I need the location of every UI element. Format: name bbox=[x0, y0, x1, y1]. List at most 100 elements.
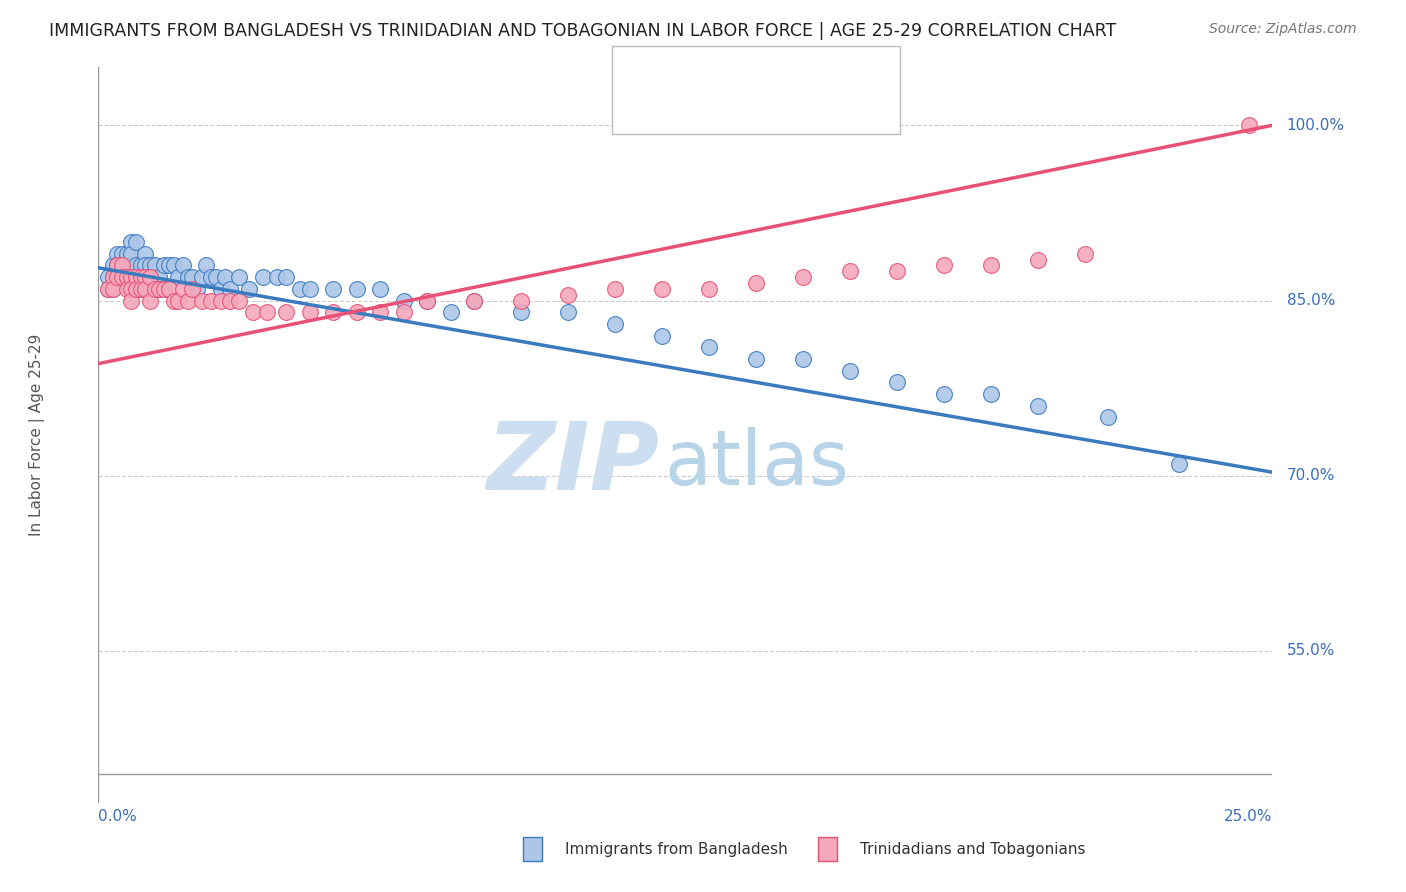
Point bbox=[101, 270, 124, 285]
Point bbox=[167, 293, 190, 308]
Point bbox=[111, 259, 134, 273]
Text: Source: ZipAtlas.com: Source: ZipAtlas.com bbox=[1209, 22, 1357, 37]
Point bbox=[186, 282, 208, 296]
Point bbox=[838, 363, 860, 377]
Text: In Labor Force | Age 25-29: In Labor Force | Age 25-29 bbox=[30, 334, 45, 536]
Point bbox=[980, 387, 1002, 401]
Point bbox=[134, 259, 156, 273]
Point bbox=[105, 259, 128, 273]
Point bbox=[228, 270, 250, 285]
Point bbox=[172, 282, 194, 296]
Point bbox=[886, 376, 908, 390]
Point bbox=[148, 282, 170, 296]
Point bbox=[101, 259, 124, 273]
Text: N =: N = bbox=[782, 99, 830, 117]
Point bbox=[139, 270, 162, 285]
Point bbox=[510, 293, 533, 308]
Point bbox=[111, 247, 134, 261]
Point bbox=[105, 270, 128, 285]
Text: 58: 58 bbox=[830, 99, 852, 117]
Point bbox=[101, 282, 124, 296]
Point bbox=[115, 259, 138, 273]
Point bbox=[214, 270, 236, 285]
Point bbox=[157, 259, 180, 273]
Point bbox=[176, 270, 198, 285]
Point bbox=[148, 270, 170, 285]
Point bbox=[298, 305, 321, 319]
Point bbox=[120, 247, 142, 261]
Point bbox=[134, 282, 156, 296]
Point bbox=[125, 235, 148, 249]
Point bbox=[97, 282, 120, 296]
Point bbox=[838, 264, 860, 278]
Point bbox=[120, 235, 142, 249]
Point bbox=[322, 282, 344, 296]
Point bbox=[886, 264, 908, 278]
Point bbox=[392, 293, 415, 308]
Point bbox=[256, 305, 278, 319]
Point bbox=[416, 293, 439, 308]
Point bbox=[181, 270, 204, 285]
Point bbox=[651, 282, 673, 296]
Point bbox=[1237, 118, 1260, 132]
Point bbox=[111, 270, 134, 285]
Point bbox=[105, 247, 128, 261]
Point bbox=[125, 270, 148, 285]
Point bbox=[111, 270, 134, 285]
Point bbox=[603, 317, 626, 331]
Point bbox=[219, 282, 242, 296]
Point bbox=[101, 270, 124, 285]
Point bbox=[148, 282, 170, 296]
Point bbox=[190, 270, 212, 285]
Point bbox=[1097, 410, 1119, 425]
Point bbox=[134, 270, 156, 285]
Point bbox=[368, 282, 391, 296]
Point bbox=[115, 270, 138, 285]
Point bbox=[1167, 457, 1189, 471]
Point bbox=[125, 259, 148, 273]
Point bbox=[298, 282, 321, 296]
Point bbox=[129, 282, 152, 296]
Point bbox=[368, 305, 391, 319]
Text: 0.398: 0.398 bbox=[714, 99, 773, 117]
Point bbox=[200, 270, 222, 285]
Point bbox=[97, 282, 120, 296]
Text: atlas: atlas bbox=[664, 427, 849, 501]
Point bbox=[153, 282, 176, 296]
Point bbox=[176, 293, 198, 308]
Point bbox=[125, 270, 148, 285]
Point bbox=[134, 270, 156, 285]
Point bbox=[190, 293, 212, 308]
Point bbox=[139, 270, 162, 285]
Point bbox=[120, 282, 142, 296]
Point bbox=[209, 282, 232, 296]
Point bbox=[290, 282, 312, 296]
Point bbox=[792, 351, 814, 366]
Point bbox=[697, 282, 720, 296]
Point bbox=[651, 328, 673, 343]
Text: Immigrants from Bangladesh: Immigrants from Bangladesh bbox=[565, 842, 787, 856]
Point bbox=[101, 282, 124, 296]
Point bbox=[346, 282, 368, 296]
Point bbox=[697, 340, 720, 354]
Text: 75: 75 bbox=[830, 63, 852, 81]
Text: 0.0%: 0.0% bbox=[98, 809, 138, 823]
Point bbox=[125, 282, 148, 296]
Point bbox=[932, 259, 955, 273]
Point bbox=[980, 259, 1002, 273]
Text: 70.0%: 70.0% bbox=[1286, 468, 1334, 483]
Point bbox=[181, 282, 204, 296]
Point bbox=[603, 282, 626, 296]
Point bbox=[139, 259, 162, 273]
Point bbox=[792, 270, 814, 285]
Point bbox=[1026, 399, 1049, 413]
Point bbox=[745, 351, 768, 366]
Point bbox=[322, 305, 344, 319]
Point bbox=[97, 270, 120, 285]
Point bbox=[115, 270, 138, 285]
Point bbox=[143, 282, 166, 296]
Point bbox=[143, 282, 166, 296]
Text: IMMIGRANTS FROM BANGLADESH VS TRINIDADIAN AND TOBAGONIAN IN LABOR FORCE | AGE 25: IMMIGRANTS FROM BANGLADESH VS TRINIDADIA… bbox=[49, 22, 1116, 40]
Text: 85.0%: 85.0% bbox=[1286, 293, 1334, 308]
Point bbox=[238, 282, 260, 296]
